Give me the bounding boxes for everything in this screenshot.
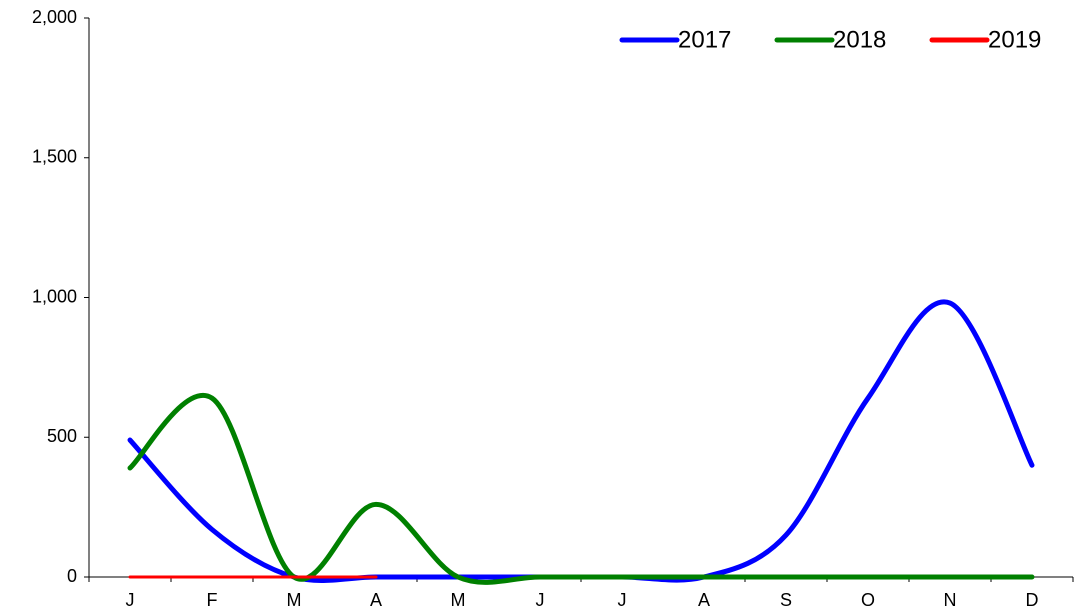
y-tick-label: 0 (67, 566, 77, 586)
x-tick-label: J (126, 590, 135, 610)
y-tick-label: 1,000 (32, 286, 77, 306)
legend-label: 2018 (833, 26, 886, 53)
legend-label: 2019 (988, 26, 1041, 53)
x-tick-label: D (1026, 590, 1039, 610)
y-tick-label: 1,500 (32, 147, 77, 167)
x-tick-label: O (861, 590, 875, 610)
line-series (127, 299, 1035, 583)
x-tick-label: J (618, 590, 627, 610)
x-tick-label: N (944, 590, 957, 610)
x-tick-label: A (698, 590, 710, 610)
x-tick-label: M (451, 590, 466, 610)
x-tick-label: A (370, 590, 382, 610)
y-tick-label: 500 (47, 426, 77, 446)
x-tick-label: M (287, 590, 302, 610)
legend-label: 2017 (678, 26, 731, 53)
x-tick-label: F (207, 590, 218, 610)
x-tick-label: J (536, 590, 545, 610)
line-series (127, 392, 1035, 585)
y-tick-label: 2,000 (32, 7, 77, 27)
x-tick-label: S (780, 590, 792, 610)
